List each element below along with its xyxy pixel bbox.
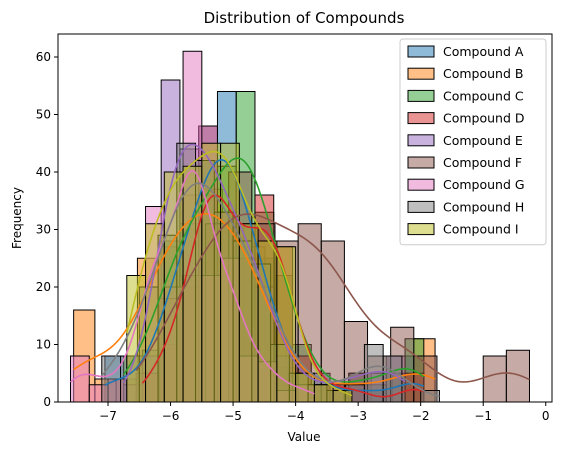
compound-f-kde-line [135,213,530,383]
legend-swatch [407,200,435,213]
legend-swatch [407,156,435,169]
x-tick-label: −5 [224,409,242,423]
y-tick-label: 50 [36,108,51,122]
compound-b-kde-line [73,212,436,385]
legend-label: Compound H [443,199,524,214]
compound-a-kde-line [104,159,425,392]
y-tick-label: 10 [36,338,51,352]
x-tick-label: −6 [162,409,180,423]
histogram-bar [505,349,530,403]
legend-label: Compound E [443,133,523,148]
legend-swatch [407,67,435,80]
x-axis: −7 −6 −5 −4 −3 −2 −1 0 [99,402,550,423]
legend-swatch [407,112,435,125]
x-axis-label: Value [288,430,321,444]
legend-label: Compound C [443,88,524,103]
histogram-bar [482,355,507,403]
compound-c-kde-line [123,157,425,383]
x-tick-label: −4 [287,409,305,423]
histogram-bar [313,384,334,403]
y-axis-label: Frequency [10,187,24,249]
y-tick-label: 60 [36,50,51,64]
y-tick-label: 40 [36,165,51,179]
legend-swatch [407,134,435,147]
chart-title: Distribution of Compounds [204,9,405,27]
x-tick-label: 0 [542,409,550,423]
x-tick-label: −2 [412,409,430,423]
legend-label: Compound G [443,177,525,192]
compound-g-kde-line [69,169,315,395]
histogram-bar [257,240,278,403]
x-tick-label: −7 [99,409,117,423]
compound-h-kde-line [101,182,440,398]
legend-box [399,38,547,246]
legend: Compound A Compound B Compound C Compound D… [399,38,547,246]
y-tick-label: 0 [43,395,51,409]
compound-i-kde-line [126,150,353,397]
plot-frame [57,33,553,403]
legend-label: Compound D [443,111,525,126]
x-tick-label: −3 [349,409,367,423]
y-tick-label: 30 [36,223,51,237]
y-axis: 0 10 20 30 40 50 60 [36,50,58,409]
legend-label: Compound A [443,44,524,59]
histogram-bar [220,142,240,403]
legend-swatch [407,89,435,102]
kde-curves [69,143,530,398]
legend-label: Compound B [443,66,523,81]
legend-label: Compound F [443,155,522,170]
legend-swatch [407,223,435,236]
legend-label: Compound I [443,222,519,237]
legend-swatch [407,45,435,58]
y-tick-label: 20 [36,280,51,294]
x-tick-label: −1 [474,409,492,423]
legend-swatch [407,178,435,191]
